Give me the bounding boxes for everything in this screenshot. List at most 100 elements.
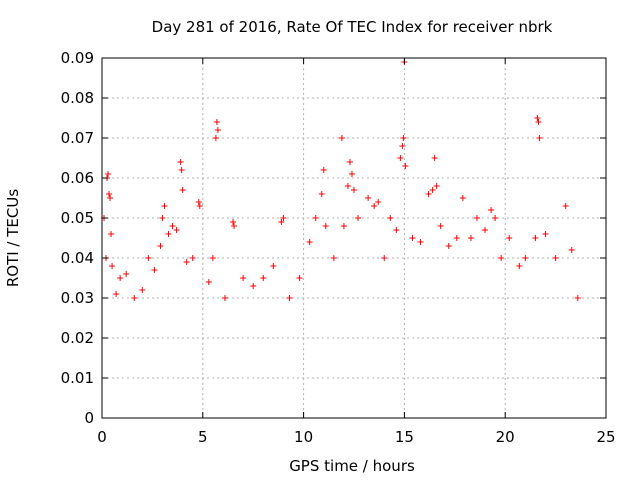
data-point [344,183,351,189]
data-point [177,159,184,165]
data-point [278,219,285,225]
data-point [286,295,293,301]
data-point [183,259,190,265]
data-point [522,255,529,261]
data-point [280,215,287,221]
y-tick-label: 0.06 [61,169,94,187]
data-point [106,191,113,197]
data-point [562,203,569,209]
y-tick-label: 0.03 [61,289,94,307]
data-point [312,215,319,221]
data-point [205,279,212,285]
data-point [535,119,542,125]
x-tick-label: 20 [496,428,515,446]
data-point [429,187,436,193]
x-axis-label: GPS time / hours [289,457,415,475]
data-point [532,235,539,241]
grid-layer [102,58,606,418]
data-point [534,115,541,121]
data-point [270,263,277,269]
data-point [196,203,203,209]
x-tick-label: 5 [198,428,208,446]
data-point [189,255,196,261]
data-point [400,135,407,141]
data-point [568,247,575,253]
data-point [393,227,400,233]
data-point [173,227,180,233]
x-tick-label: 25 [596,428,615,446]
data-point [453,235,460,241]
data-point [105,171,112,177]
data-point [365,195,372,201]
data-point [113,291,120,297]
data-point [552,255,559,261]
data-point [123,271,130,277]
y-tick-label: 0 [84,409,94,427]
data-point [346,159,353,165]
y-tick-label: 0.09 [61,49,94,67]
data-point [108,231,115,237]
y-tick-label: 0.01 [61,369,94,387]
data-point [322,223,329,229]
data-point [536,135,543,141]
data-point [157,243,164,249]
data-point [159,215,166,221]
data-point [431,155,438,161]
data-point [178,167,185,173]
y-tick-label: 0.07 [61,129,94,147]
data-point [117,275,124,281]
data-point [340,223,347,229]
data-point [260,275,267,281]
data-point [296,275,303,281]
data-point [355,215,362,221]
data-point [348,171,355,177]
data-point [402,163,409,169]
data-point [209,255,216,261]
data-point [397,155,404,161]
data-point [107,195,114,201]
data-point [151,267,158,273]
data-point [179,187,186,193]
data-point [338,135,345,141]
tick-labels-layer: 0 5 10 15 20 25 0 0.01 0.02 0.03 0.04 0.05 0.06 0.07 0… [61,49,616,446]
data-point [371,203,378,209]
data-point [498,255,505,261]
data-point [375,199,382,205]
x-tick-label: 0 [97,428,107,446]
data-point [542,231,549,237]
data-point [212,135,219,141]
x-tick-label: 10 [294,428,313,446]
data-point [351,187,357,193]
data-point [330,255,337,261]
y-tick-label: 0.05 [61,209,94,227]
data-point [482,227,489,233]
data-point [250,283,257,289]
data-points-layer [101,59,581,301]
data-point [417,239,424,245]
data-point [445,243,452,249]
data-point [161,203,168,209]
data-point [516,263,523,269]
data-point [473,215,480,221]
data-point [306,239,313,245]
data-point [320,167,327,173]
data-point [213,119,220,125]
data-point [488,207,495,213]
data-point [467,235,474,241]
y-axis-label: ROTI / TECUs [4,189,22,287]
y-tick-label: 0.08 [61,89,94,107]
data-point [437,223,444,229]
data-point [459,195,466,201]
data-point [318,191,325,197]
data-point [221,295,228,301]
plot-frame [101,57,607,419]
x-tick-label: 15 [395,428,414,446]
chart-title: Day 281 of 2016, Rate Of TEC Index for r… [152,18,553,36]
data-point [139,287,146,293]
data-point [409,235,416,241]
data-point [574,295,581,301]
y-tick-label: 0.02 [61,329,94,347]
data-point [165,231,172,237]
data-point [381,255,388,261]
